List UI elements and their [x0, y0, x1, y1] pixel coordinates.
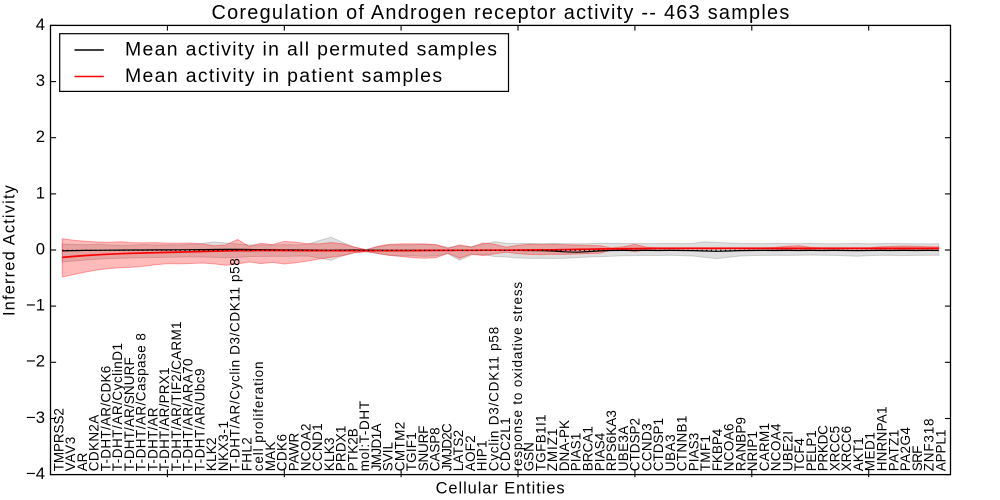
svg-text:T-DHT/AR/CyclinD1: T-DHT/AR/CyclinD1 [110, 342, 125, 471]
svg-text:PIAS4: PIAS4 [592, 432, 607, 471]
svg-text:−3: −3 [26, 408, 45, 427]
svg-text:Mean activity in all permuted: Mean activity in all permuted samples [125, 39, 498, 61]
svg-text:SVIL: SVIL [381, 442, 396, 472]
svg-text:JMJD1A: JMJD1A [369, 423, 384, 471]
svg-text:T-DHT/AR/Caspase 8: T-DHT/AR/Caspase 8 [134, 333, 149, 472]
svg-text:T-DHT/AR/CDK6: T-DHT/AR/CDK6 [98, 365, 113, 471]
svg-text:TMF1: TMF1 [698, 435, 713, 472]
svg-text:GSN: GSN [522, 442, 537, 471]
svg-text:−1: −1 [26, 296, 45, 315]
svg-text:ZNF318: ZNF318 [922, 418, 937, 472]
svg-text:PRDX1: PRDX1 [334, 425, 349, 471]
svg-text:PTK2B: PTK2B [345, 428, 360, 471]
svg-text:T-DHT/AR/Cyclin D3/CDK11 p58: T-DHT/AR/Cyclin D3/CDK11 p58 [228, 258, 243, 472]
svg-text:NKX3-1: NKX3-1 [216, 420, 231, 471]
svg-text:KLK3: KLK3 [322, 437, 337, 471]
svg-text:Inferred Activity: Inferred Activity [0, 184, 18, 316]
svg-text:VAV3: VAV3 [63, 436, 78, 471]
svg-text:RANBP9: RANBP9 [733, 417, 748, 471]
svg-text:Cyclin D3/CDK11 p58: Cyclin D3/CDK11 p58 [486, 326, 501, 471]
svg-text:ZMIZ1: ZMIZ1 [545, 428, 560, 472]
svg-text:response to oxidative stress: response to oxidative stress [510, 281, 525, 471]
svg-text:RPS6KA3: RPS6KA3 [604, 410, 619, 471]
svg-text:Cellular Entities: Cellular Entities [436, 480, 566, 498]
svg-text:AOF2: AOF2 [463, 435, 478, 471]
svg-text:PAWR: PAWR [287, 433, 302, 472]
svg-text:UBE2I: UBE2I [780, 431, 795, 472]
svg-text:CDK6: CDK6 [275, 434, 290, 472]
svg-text:APPL1: APPL1 [933, 430, 948, 472]
svg-text:HNRNPA1: HNRNPA1 [875, 406, 890, 471]
svg-text:AR: AR [75, 452, 90, 471]
svg-text:Coregulation of Androgen recep: Coregulation of Androgen receptor activi… [211, 2, 790, 24]
svg-text:CDC2L1: CDC2L1 [498, 417, 513, 471]
svg-text:T-DHT/AR/Ubc9: T-DHT/AR/Ubc9 [192, 368, 207, 471]
svg-text:NCOA2: NCOA2 [298, 423, 313, 471]
svg-text:CMTM2: CMTM2 [392, 421, 407, 471]
svg-text:PIAS3: PIAS3 [686, 433, 701, 472]
svg-text:CASP8: CASP8 [428, 427, 443, 471]
svg-text:1: 1 [36, 183, 45, 202]
svg-text:UBE3A: UBE3A [616, 425, 631, 471]
svg-text:−4: −4 [26, 464, 45, 483]
svg-text:CDKN2A: CDKN2A [87, 414, 102, 471]
svg-text:PATZ1: PATZ1 [886, 429, 901, 471]
svg-text:PELP1: PELP1 [804, 431, 819, 472]
svg-text:4: 4 [36, 15, 45, 34]
svg-text:T-DHT/AR/ARA70: T-DHT/AR/ARA70 [181, 358, 196, 471]
svg-text:HIP1: HIP1 [475, 440, 490, 471]
svg-text:PA2G4: PA2G4 [898, 427, 913, 472]
svg-text:Mean activity in patient sampl: Mean activity in patient samples [125, 65, 443, 87]
svg-text:T-DHT/AR/TIF2/CARM1: T-DHT/AR/TIF2/CARM1 [169, 321, 184, 471]
svg-text:3: 3 [36, 71, 45, 90]
svg-text:XRCC6: XRCC6 [839, 426, 854, 471]
svg-text:FHL2: FHL2 [240, 437, 255, 471]
svg-text:T-DHT/AR/PRX1: T-DHT/AR/PRX1 [157, 367, 172, 471]
svg-text:NCOA4: NCOA4 [769, 423, 784, 471]
svg-text:JMJD2C: JMJD2C [439, 423, 454, 471]
svg-text:MED1: MED1 [863, 432, 878, 472]
svg-text:mol:T-DHT: mol:T-DHT [357, 400, 372, 471]
svg-text:CARM1: CARM1 [757, 423, 772, 472]
svg-text:NRIP1: NRIP1 [745, 431, 760, 471]
svg-text:CTDSP2: CTDSP2 [628, 418, 643, 471]
svg-text:AKT1: AKT1 [851, 437, 866, 471]
svg-text:TGFB1I1: TGFB1I1 [534, 414, 549, 471]
svg-text:SNURF: SNURF [416, 426, 431, 472]
svg-text:−2: −2 [26, 352, 45, 371]
svg-text:DNA-PK: DNA-PK [557, 420, 572, 471]
svg-text:PRKDC: PRKDC [816, 425, 831, 471]
svg-text:CTNNB1: CTNNB1 [675, 415, 690, 471]
svg-text:CCND1: CCND1 [310, 423, 325, 471]
svg-text:UBA3: UBA3 [663, 434, 678, 472]
svg-text:PIAS1: PIAS1 [569, 433, 584, 472]
svg-text:SRF: SRF [910, 446, 925, 471]
svg-text:KLK2: KLK2 [204, 437, 219, 471]
svg-text:T-DHT/AR/SNURF: T-DHT/AR/SNURF [122, 357, 137, 471]
svg-text:cell proliferation: cell proliferation [251, 361, 266, 472]
svg-text:TMPRSS2: TMPRSS2 [51, 408, 66, 471]
svg-text:NCOA6: NCOA6 [722, 423, 737, 471]
svg-text:TGIF1: TGIF1 [404, 432, 419, 471]
svg-text:LATS2: LATS2 [451, 430, 466, 472]
svg-text:BRCA1: BRCA1 [581, 426, 596, 471]
svg-text:CTDSP1: CTDSP1 [651, 418, 666, 471]
svg-text:2: 2 [36, 127, 45, 146]
svg-text:FKBP4: FKBP4 [710, 428, 725, 471]
svg-text:T-DHT/AR: T-DHT/AR [145, 407, 160, 471]
svg-text:0: 0 [36, 239, 45, 258]
svg-text:MAK: MAK [263, 441, 278, 471]
svg-text:CCND3: CCND3 [639, 423, 654, 471]
svg-text:TCF4: TCF4 [792, 438, 807, 472]
svg-text:XRCC5: XRCC5 [828, 426, 843, 471]
